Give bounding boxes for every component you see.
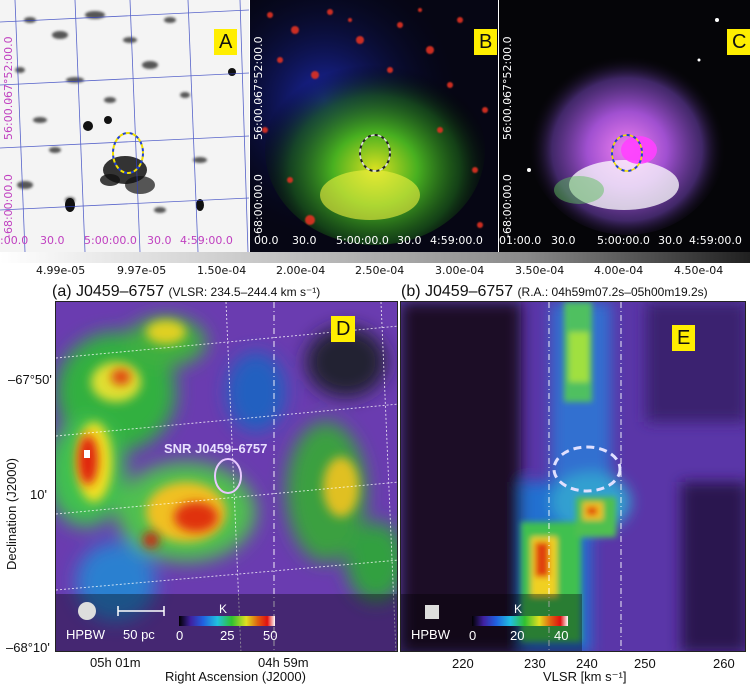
panel-e-title-main: (b) J0459–6757 <box>401 283 514 300</box>
panel-d-cb-tick: 50 <box>263 628 278 643</box>
panel-d-hpbw: HPBW <box>66 627 105 642</box>
panel-c-badge: C <box>727 29 750 55</box>
panel-b-ra-tick: 4:59:00.0 <box>430 234 483 247</box>
panel-c-ra-tick: 01:00.0 <box>499 234 542 247</box>
panel-c-rgb-image: C -67°52:00.0 56:00.0 -68:00:00.0 01:00.… <box>499 0 750 252</box>
panel-d-xtick: 04h 59m <box>258 655 309 670</box>
panel-e-colorbar <box>472 616 568 626</box>
panel-e-cb-unit: K <box>514 602 523 616</box>
panel-c-dec-tick: -68:00:00.0 <box>501 174 514 238</box>
gradient-tick: 9.97e-05 <box>117 264 167 277</box>
panel-d-heatmap <box>56 302 397 651</box>
panel-d-ylabel: Declination (J2000) <box>4 457 19 570</box>
panel-d-ytick: 10' <box>30 487 47 502</box>
panel-d-scale-label: 50 pc <box>123 627 155 642</box>
gradient-tick: 1.50e-04 <box>197 264 247 277</box>
panel-c-ra-tick: 5:00:00.0 <box>597 234 650 247</box>
panel-c-ra-tick: 30.0 <box>551 234 576 247</box>
panel-b-composite-map <box>250 0 498 252</box>
panel-d-cb-tick: 25 <box>220 628 235 643</box>
panel-b-rgb-image: B -67°52:00.0 56:00.0 -68:00:00.0 00.0 3… <box>250 0 498 252</box>
panel-d-title-main: (a) J0459–6757 <box>52 283 165 300</box>
panel-d-cb-tick: 0 <box>176 628 184 643</box>
panel-a-ra-tick: 5:00:00.0 <box>84 234 137 247</box>
panel-a-ra-tick: 30.0 <box>147 234 172 247</box>
panel-e-xlabel: VLSR [km s⁻¹] <box>543 669 627 684</box>
panel-e-map: E HPBW K 0 20 40 <box>400 301 746 652</box>
panel-c-dec-tick: -67°52:00.0 <box>501 36 514 102</box>
gradient-tick: 3.00e-04 <box>435 264 485 277</box>
panel-c-ra-tick: 4:59:00.0 <box>689 234 742 247</box>
panel-e-cb-tick: 40 <box>554 628 569 643</box>
panel-a-ra-tick: 4:59:00.0 <box>180 234 233 247</box>
panel-a-ra-tick: :00.0 <box>0 234 29 247</box>
gradient-tick: 3.50e-04 <box>515 264 565 277</box>
gradient-tick: 4.99e-05 <box>36 264 86 277</box>
gradient-tick: 4.00e-04 <box>594 264 644 277</box>
panel-b-dec-tick: -67°52:00.0 <box>252 36 265 102</box>
panel-e-hpbw: HPBW <box>411 627 450 642</box>
panel-d-cb-unit: K <box>219 602 228 616</box>
panel-d-badge: D <box>331 316 356 342</box>
panel-e-xtick: 250 <box>634 656 656 671</box>
panel-a-badge: A <box>214 29 238 55</box>
gradient-tick: 2.50e-04 <box>355 264 405 277</box>
panel-a-radio-image: A -67°52:00.0 56:00.0 -68:00:00.0 :00.0 … <box>0 0 249 252</box>
panel-e-xtick: 260 <box>713 656 735 671</box>
panel-d-title-sub: (VLSR: 234.5–244.4 km s⁻¹) <box>168 285 321 299</box>
panel-c-ra-tick: 30.0 <box>658 234 683 247</box>
panel-c-dec-tick: 56:00.0 <box>501 97 514 140</box>
gradient-tick: 2.00e-04 <box>276 264 326 277</box>
panel-e-badge: E <box>672 325 696 351</box>
panel-e-xtick: 240 <box>576 656 598 671</box>
panel-e-xtick: 220 <box>452 656 474 671</box>
panel-d-xlabel: Right Ascension (J2000) <box>165 669 306 684</box>
panel-a-dec-tick: 56:00.0 <box>2 97 15 140</box>
panel-b-badge: B <box>474 29 498 55</box>
panel-b-ra-tick: 30.0 <box>397 234 422 247</box>
panel-e-heatmap <box>401 302 745 651</box>
panel-e-title-sub: (R.A.: 04h59m07.2s–05h00m19.2s) <box>517 285 708 299</box>
panel-d-ytick: –67°50' <box>8 372 52 387</box>
panel-b-dec-tick: 56:00.0 <box>252 97 265 140</box>
panel-e-xtick: 230 <box>524 656 546 671</box>
snr-label: SNR J0459–6757 <box>164 441 268 456</box>
panel-e-cb-tick: 20 <box>510 628 525 643</box>
panel-d-map: D SNR J0459–6757 HPBW 50 pc K 0 25 50 <box>55 301 398 652</box>
grayscale-gradient-bar <box>0 252 750 263</box>
panel-b-ra-tick: 30.0 <box>292 234 317 247</box>
panel-d-xtick: 05h 01m <box>90 655 141 670</box>
panel-c-composite-map <box>499 0 750 252</box>
panel-b-ra-tick: 00.0 <box>254 234 279 247</box>
panel-a-dec-tick: -68:00:00.0 <box>2 174 15 238</box>
panel-d-title: (a) J0459–6757 (VLSR: 234.5–244.4 km s⁻¹… <box>52 283 320 301</box>
panel-a-dec-tick: -67°52:00.0 <box>2 36 15 102</box>
panel-a-grayscale-map <box>0 0 249 252</box>
panel-a-ra-tick: 30.0 <box>40 234 65 247</box>
panel-d-colorbar <box>179 616 275 626</box>
panel-b-ra-tick: 5:00:00.0 <box>336 234 389 247</box>
panel-e-cb-tick: 0 <box>469 628 477 643</box>
panel-b-dec-tick: -68:00:00.0 <box>252 174 265 238</box>
gradient-tick: 4.50e-04 <box>674 264 724 277</box>
panel-d-ytick: –68°10' <box>6 640 50 655</box>
panel-e-title: (b) J0459–6757 (R.A.: 04h59m07.2s–05h00m… <box>401 283 708 301</box>
